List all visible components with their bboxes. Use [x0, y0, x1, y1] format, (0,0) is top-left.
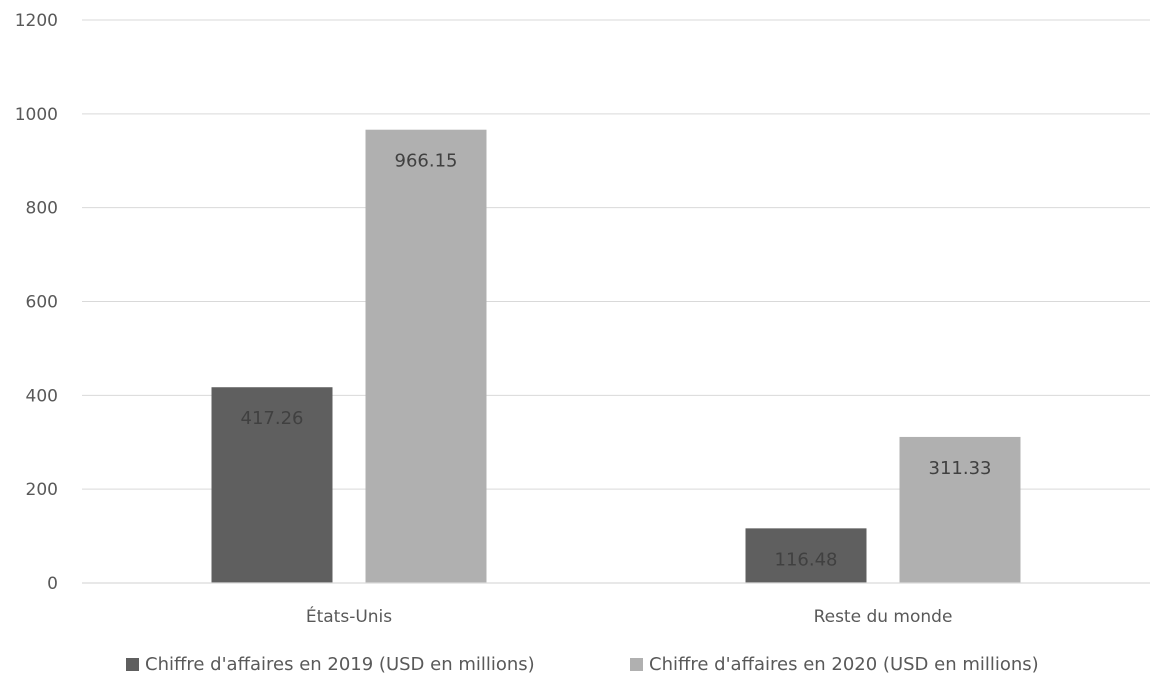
- bars: [211, 129, 1021, 583]
- y-tick-label: 0: [47, 574, 58, 594]
- y-tick-label: 800: [26, 199, 58, 219]
- legend-label: Chiffre d'affaires en 2020 (USD en milli…: [649, 654, 1039, 675]
- category-label: États-Unis: [306, 605, 392, 627]
- data-label: 417.26: [241, 408, 304, 429]
- data-label: 311.33: [929, 458, 992, 479]
- y-axis-tick-labels: 0 200 400 600 800 1000 1200: [15, 11, 58, 594]
- y-tick-label: 600: [26, 293, 58, 313]
- y-tick-label: 1200: [15, 11, 58, 31]
- legend-swatch: [630, 658, 643, 671]
- data-labels: 417.26 966.15 116.48 311.33: [241, 151, 992, 571]
- bar-series-1-2: [745, 528, 867, 583]
- data-label: 116.48: [775, 549, 838, 570]
- category-label: Reste du monde: [814, 607, 953, 627]
- legend-item: Chiffre d'affaires en 2020 (USD en milli…: [630, 654, 1039, 675]
- legend-label: Chiffre d'affaires en 2019 (USD en milli…: [145, 654, 535, 675]
- x-axis-category-labels: États-Unis Reste du monde: [306, 605, 953, 627]
- y-tick-label: 1000: [15, 105, 58, 125]
- legend-item: Chiffre d'affaires en 2019 (USD en milli…: [126, 654, 535, 675]
- legend-swatch: [126, 658, 139, 671]
- y-tick-label: 200: [26, 480, 58, 500]
- bar-series-2-2: [899, 436, 1021, 583]
- data-label: 966.15: [395, 151, 458, 172]
- legend: Chiffre d'affaires en 2019 (USD en milli…: [126, 654, 1039, 675]
- bar-series-2-1: [365, 129, 487, 583]
- y-tick-label: 400: [26, 386, 58, 406]
- bar-series-1-1: [211, 387, 333, 583]
